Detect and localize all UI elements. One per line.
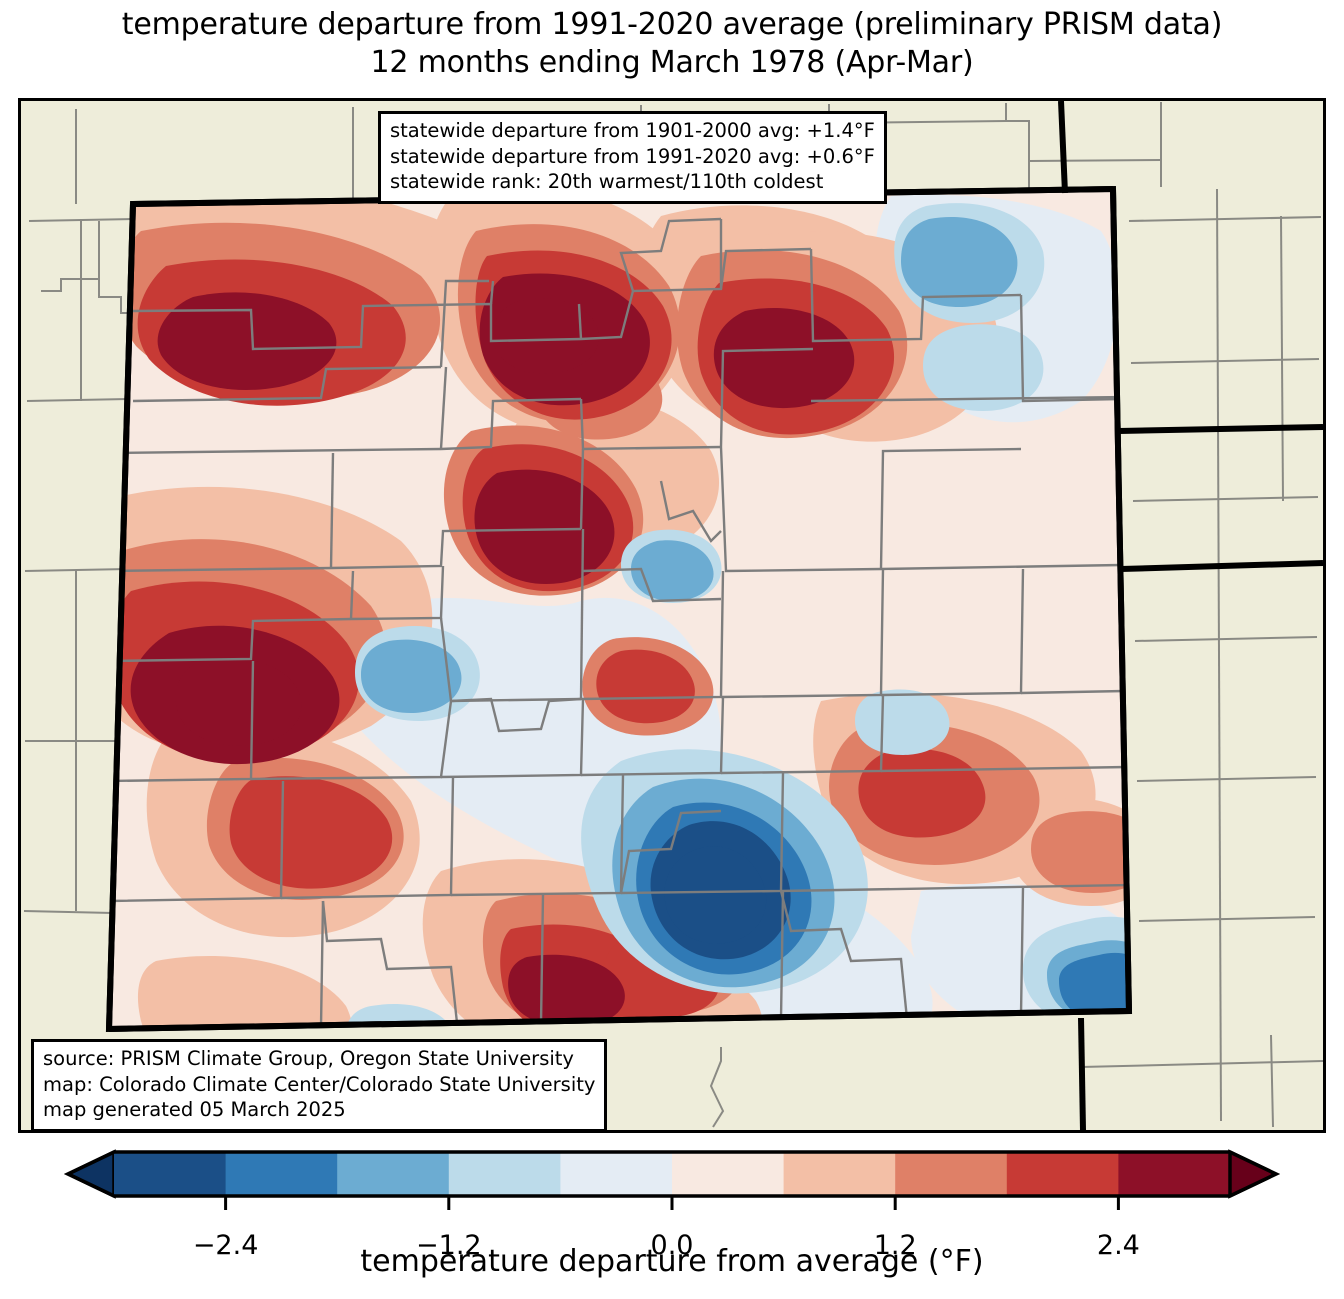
colorbar-tick-label-0: −2.4 <box>192 1230 259 1261</box>
colorbar-cell-6 <box>783 1152 896 1196</box>
colorbar-under-arrow <box>63 1149 116 1199</box>
title-line-2: 12 months ending March 1978 (Apr-Mar) <box>370 45 974 80</box>
colorbar-cell-4 <box>560 1152 673 1196</box>
colorbar-outline <box>63 1150 1281 1210</box>
colorbar-cells <box>63 1149 1281 1199</box>
statewide-stats-box: statewide departure from 1901-2000 avg: … <box>378 111 887 204</box>
colorbar-over-arrow <box>1228 1149 1281 1199</box>
source-line: source: PRISM Climate Group, Oregon Stat… <box>43 1047 574 1070</box>
title-line-1: temperature departure from 1991-2020 ave… <box>121 7 1223 42</box>
figure-title: temperature departure from 1991-2020 ave… <box>0 6 1344 82</box>
colorbar-tick-label-1: −1.2 <box>416 1230 482 1261</box>
stat-statewide-rank: statewide rank: 20th warmest/110th colde… <box>390 170 824 193</box>
colorbar-cell-0 <box>114 1152 227 1196</box>
colorbar-cell-3 <box>448 1152 561 1196</box>
colorbar-cell-9 <box>1118 1152 1231 1196</box>
stat-departure-1991-2020: statewide departure from 1991-2020 avg: … <box>390 144 875 168</box>
colorbar-tick-label-2: 0.0 <box>650 1230 694 1261</box>
colorbar <box>63 1149 1281 1210</box>
map-credit-line: map: Colorado Climate Center/Colorado St… <box>43 1072 596 1096</box>
colorbar-cell-8 <box>1006 1152 1119 1196</box>
colorbar-axis-label: temperature departure from average (°F) <box>360 1244 984 1279</box>
map-panel <box>18 98 1326 1133</box>
colorbar-container: −2.4 −1.2 0.0 1.2 2.4 <box>0 1146 1344 1299</box>
colorbar-cell-7 <box>895 1152 1008 1196</box>
map-generated-line: map generated 05 March 2025 <box>43 1098 346 1121</box>
colorbar-tick-label-4: 2.4 <box>1096 1230 1140 1261</box>
colorbar-tick-labels: −2.4 −1.2 0.0 1.2 2.4 <box>0 1212 1344 1261</box>
neighbor-county-lines <box>23 102 1323 1128</box>
colorbar-cell-2 <box>337 1152 450 1196</box>
colorbar-tick-label-3: 1.2 <box>873 1230 917 1261</box>
stat-departure-1901-2000: statewide departure from 1901-2000 avg: … <box>390 119 875 142</box>
colorado-county-lines <box>109 217 1129 1029</box>
colorbar-cell-5 <box>672 1152 785 1196</box>
neighbor-state-borders <box>106 101 1323 1130</box>
source-credit-box: source: PRISM Climate Group, Oregon Stat… <box>31 1039 608 1132</box>
colorado-anomaly-map <box>21 101 1323 1130</box>
colorbar-cell-1 <box>225 1152 338 1196</box>
